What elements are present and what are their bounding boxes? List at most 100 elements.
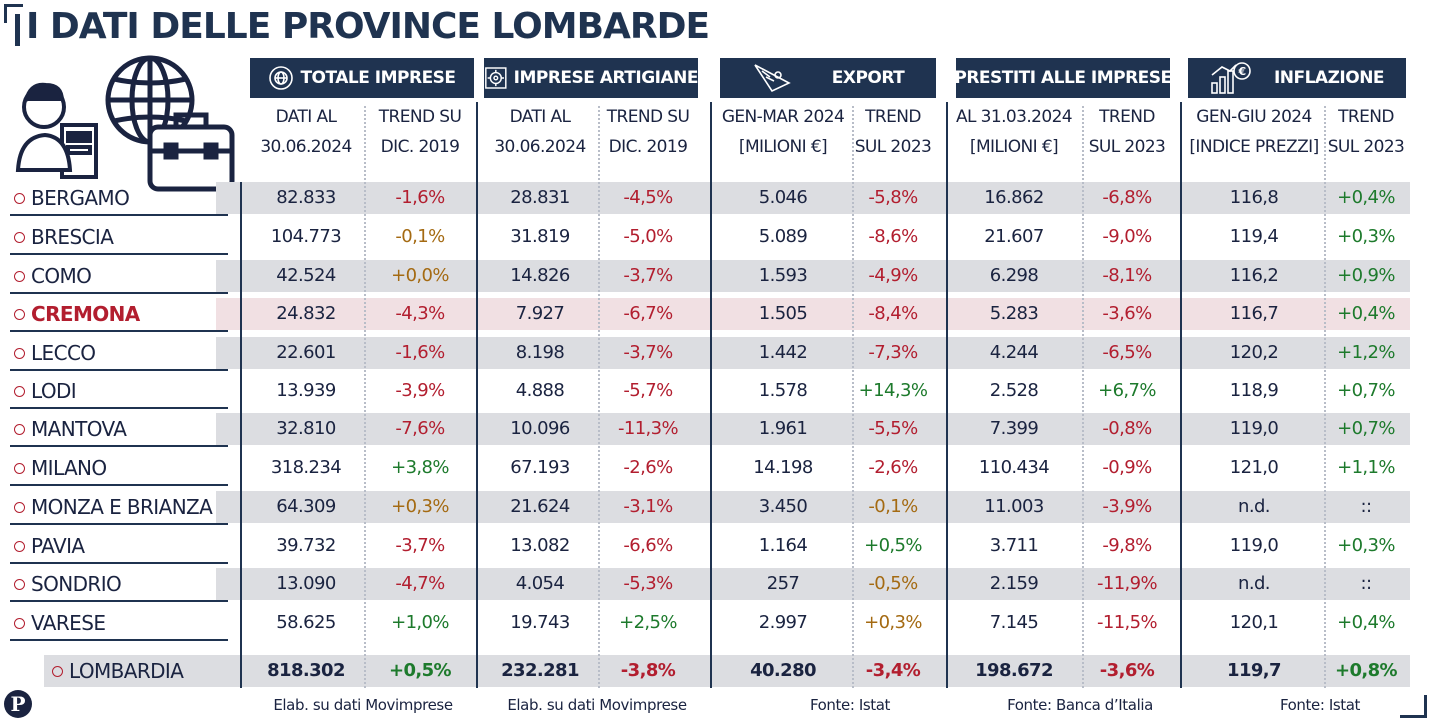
subheader-g4-c1: GEN-GIU 2024 [INDICE PREZZI] — [1189, 107, 1319, 157]
province-divider — [10, 562, 228, 564]
province-label: MONZA E BRIANZA — [14, 491, 213, 523]
subheader-g0-c2: TREND SU DIC. 2019 — [378, 107, 462, 157]
value-cell: 110.434 — [978, 457, 1050, 478]
trend-cell: -3,9% — [395, 380, 445, 401]
value-cell: 116,7 — [1229, 303, 1279, 324]
source-export: Fonte: Istat — [809, 696, 891, 714]
trend-cell: -8,6% — [868, 226, 918, 247]
trend-cell: -7,3% — [868, 342, 918, 363]
trend-cell: -6,8% — [1102, 187, 1152, 208]
value-cell: 21.624 — [510, 496, 570, 517]
value-cell: 4.054 — [515, 573, 565, 594]
trend-cell: +6,7% — [1098, 380, 1156, 401]
value-cell: 32.810 — [276, 418, 336, 439]
subheader-g2-c2: TREND SUL 2023 — [854, 107, 932, 157]
title-accent-bar — [15, 14, 20, 46]
group-divider — [710, 102, 712, 688]
trend-cell: -4,5% — [623, 187, 673, 208]
province-label: BRESCIA — [14, 221, 114, 253]
row-background — [216, 260, 1410, 292]
trend-cell: -0,5% — [868, 573, 918, 594]
value-cell: 116,8 — [1229, 187, 1279, 208]
value-cell: 16.862 — [984, 187, 1044, 208]
subheader-g0-c1: DATI AL 30.06.2024 — [260, 107, 352, 157]
trend-cell: +2,5% — [619, 612, 677, 633]
value-cell: 28.831 — [510, 187, 570, 208]
trend-cell: -3,9% — [1102, 496, 1152, 517]
trend-cell: +0,9% — [1337, 265, 1395, 286]
value-cell: 31.819 — [510, 226, 570, 247]
source-imprese-artigiane: Elab. su dati Movimprese — [507, 696, 687, 714]
trend-cell: -9,0% — [1102, 226, 1152, 247]
value-cell: 6.298 — [989, 265, 1039, 286]
value-cell: 82.833 — [276, 187, 336, 208]
source-inflazione: Fonte: Istat — [1279, 696, 1361, 714]
value-cell: 42.524 — [276, 265, 336, 286]
trend-cell: -5,3% — [623, 573, 673, 594]
total-cell: -3,4% — [865, 660, 921, 681]
province-name: MANTOVA — [31, 417, 127, 441]
trend-cell: +0,4% — [1337, 187, 1395, 208]
trend-cell: :: — [1360, 573, 1373, 594]
publisher-logo: P — [4, 690, 32, 718]
trend-cell: +0,7% — [1337, 418, 1395, 439]
value-cell: 11.003 — [984, 496, 1044, 517]
province-name: CREMONA — [31, 302, 140, 326]
value-cell: 116,2 — [1229, 265, 1279, 286]
subheader-g2-c1: GEN-MAR 2024 [MILIONI €] — [721, 107, 845, 157]
province-divider — [10, 330, 228, 332]
province-name: LODI — [31, 379, 77, 403]
header-prestiti: PRESTITI ALLE IMPRESE — [954, 58, 1172, 98]
header-label: EXPORT — [831, 68, 905, 88]
header-label: PRESTITI ALLE IMPRESE — [954, 68, 1172, 88]
trend-cell: +1,0% — [391, 612, 449, 633]
value-cell: 1.961 — [758, 418, 808, 439]
province-name: PAVIA — [31, 534, 85, 558]
value-cell: 3.711 — [989, 535, 1039, 556]
value-cell: 64.309 — [276, 496, 336, 517]
total-label: LOMBARDIA — [52, 655, 184, 687]
header-label: IMPRESE ARTIGIANE — [513, 68, 699, 88]
bullet-circle-icon — [52, 665, 63, 677]
value-cell: 119,4 — [1229, 226, 1279, 247]
province-divider — [10, 523, 228, 525]
gear-hammer-icon — [485, 67, 507, 89]
trend-cell: -0,9% — [1102, 457, 1152, 478]
header-totale-imprese: TOTALE IMPRESE — [250, 58, 474, 98]
source-totale-imprese: Elab. su dati Movimprese — [273, 696, 453, 714]
value-cell: 2.159 — [989, 573, 1039, 594]
column-separator — [364, 106, 366, 688]
total-cell: 818.302 — [267, 660, 345, 681]
row-background — [216, 491, 1410, 523]
value-cell: 5.283 — [989, 303, 1039, 324]
total-cell: +0,5% — [388, 660, 452, 681]
province-name: BRESCIA — [31, 225, 114, 249]
value-cell: 7.145 — [989, 612, 1039, 633]
subheader-g4-c2: TREND SUL 2023 — [1327, 107, 1405, 157]
value-cell: 67.193 — [510, 457, 570, 478]
trend-cell: -11,5% — [1096, 612, 1158, 633]
globe-badge-icon — [269, 66, 294, 90]
group-divider — [946, 102, 948, 688]
province-name: MONZA E BRIANZA — [31, 495, 213, 519]
group-divider — [1180, 102, 1182, 688]
province-name: VARESE — [31, 611, 106, 635]
value-cell: 1.164 — [758, 535, 808, 556]
total-cell: 232.281 — [501, 660, 579, 681]
value-cell: 4.888 — [515, 380, 565, 401]
province-divider — [10, 639, 228, 641]
value-cell: 19.743 — [510, 612, 570, 633]
total-name: LOMBARDIA — [69, 659, 184, 683]
ship-icon — [754, 64, 791, 93]
trend-cell: :: — [1360, 496, 1373, 517]
group-divider — [240, 182, 242, 688]
trend-cell: -5,8% — [868, 187, 918, 208]
province-divider — [10, 600, 228, 602]
value-cell: 104.773 — [270, 226, 342, 247]
subheader-g3-c1: AL 31.03.2024 [MILIONI €] — [955, 107, 1073, 157]
trend-cell: +3,8% — [391, 457, 449, 478]
row-background — [216, 182, 1410, 214]
trend-cell: -6,6% — [623, 535, 673, 556]
value-cell: 13.090 — [276, 573, 336, 594]
trend-cell: +14,3% — [858, 380, 928, 401]
